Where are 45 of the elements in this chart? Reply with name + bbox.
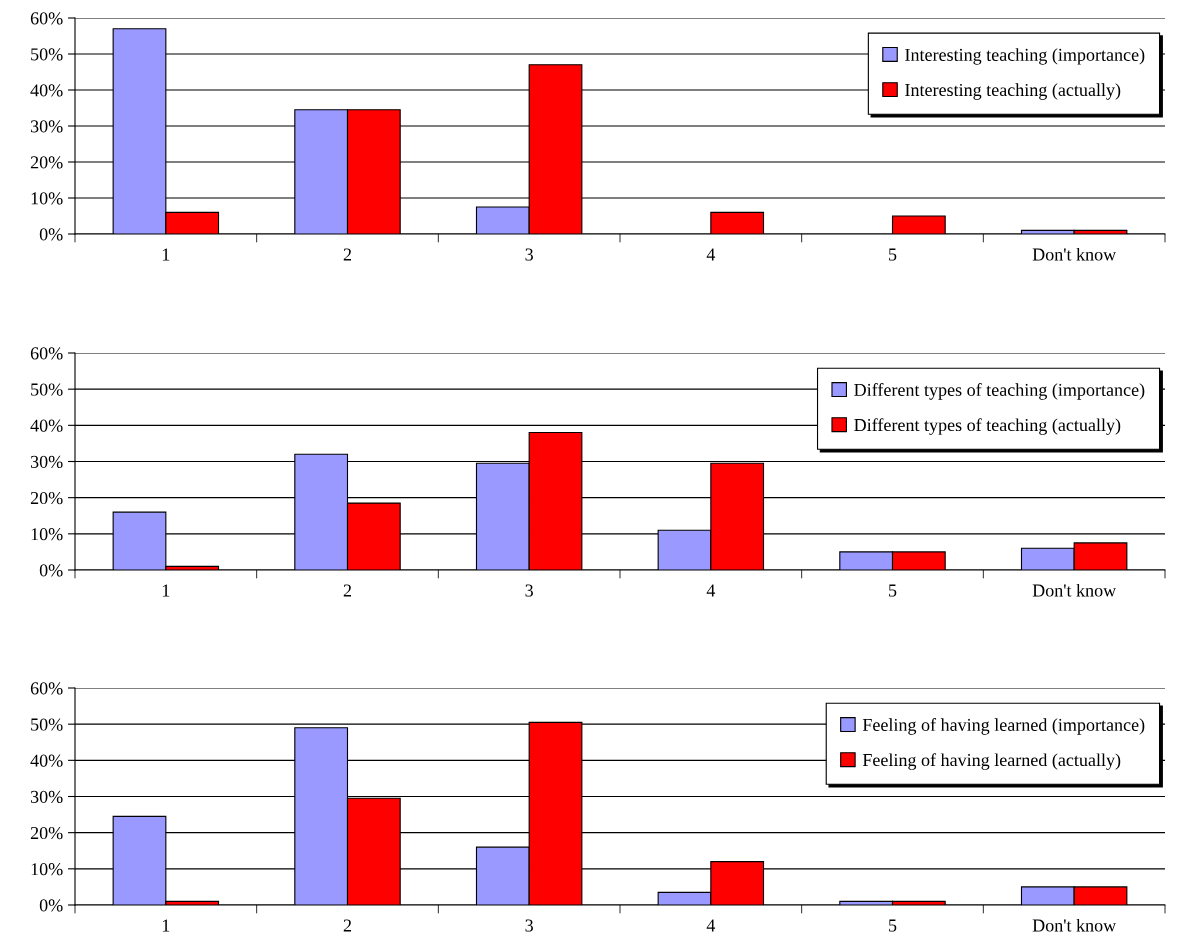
y-tick-label: 40% <box>30 754 63 767</box>
legend-label: Feeling of having learned (importance) <box>862 718 1145 735</box>
y-tick-label: 30% <box>30 790 63 803</box>
x-tick-label: 4 <box>706 919 716 932</box>
y-tick-label: 60% <box>30 347 63 360</box>
y-tick-label: 40% <box>30 84 63 97</box>
legend-label: Different types of teaching (actually) <box>854 418 1121 435</box>
legend-label: Different types of teaching (importance) <box>854 383 1145 400</box>
x-tick-label: 5 <box>889 584 897 597</box>
y-tick-label: 10% <box>31 863 63 876</box>
x-tick-label: 2 <box>343 919 352 932</box>
y-tick-label: 20% <box>30 156 63 169</box>
x-tick-label: Don't know <box>1032 583 1117 597</box>
y-tick-label: 30% <box>30 120 63 133</box>
x-tick-label: 4 <box>706 248 716 261</box>
y-tick-label: 60% <box>30 12 63 25</box>
y-tick-label: 0% <box>39 899 63 912</box>
y-tick-label: 50% <box>31 383 63 396</box>
x-tick-label: 3 <box>525 919 533 932</box>
x-tick-label: 1 <box>162 248 170 261</box>
x-tick-label: 5 <box>889 919 897 932</box>
legend-label: Interesting teaching (importance) <box>905 48 1145 65</box>
legend-label: Interesting teaching (actually) <box>905 83 1121 100</box>
y-tick-label: 10% <box>31 528 63 541</box>
x-tick-label: 1 <box>162 919 170 932</box>
y-tick-label: 50% <box>31 718 63 731</box>
y-tick-label: 20% <box>30 491 63 505</box>
x-tick-label: 3 <box>525 248 533 261</box>
legend-label: Feeling of having learned (actually) <box>862 753 1121 770</box>
y-tick-label: 40% <box>30 419 63 432</box>
x-tick-label: 2 <box>343 584 352 597</box>
y-tick-label: 0% <box>39 564 63 577</box>
y-tick-label: 20% <box>30 826 63 840</box>
x-tick-label: 4 <box>706 584 716 597</box>
y-tick-label: 60% <box>30 682 63 695</box>
y-tick-label: 30% <box>30 455 63 468</box>
x-tick-label: Don't know <box>1032 918 1117 932</box>
x-tick-label: 2 <box>343 248 352 261</box>
x-tick-label: 1 <box>162 584 170 597</box>
y-tick-label: 0% <box>39 228 63 241</box>
x-tick-label: Don't know <box>1032 247 1117 261</box>
y-tick-label: 10% <box>31 192 63 205</box>
x-tick-label: 3 <box>525 584 533 597</box>
y-tick-label: 50% <box>31 48 63 61</box>
x-tick-label: 5 <box>889 248 897 261</box>
